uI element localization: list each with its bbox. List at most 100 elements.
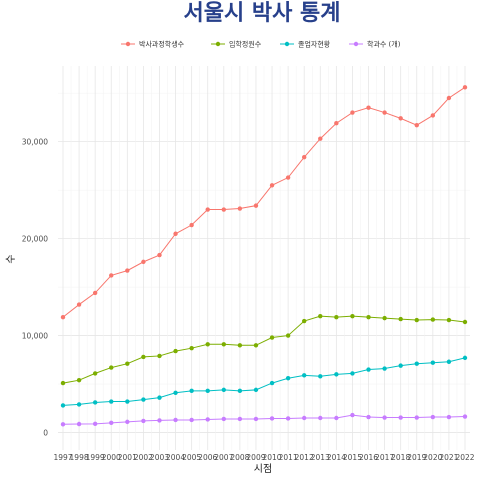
data-point xyxy=(205,207,210,212)
legend-item-3: 학과수 (개) xyxy=(349,40,401,49)
grid xyxy=(58,66,470,450)
data-point xyxy=(76,421,82,427)
y-tick-label: 10,000 xyxy=(22,332,48,341)
data-point xyxy=(285,333,291,338)
x-tick-label: 2018 xyxy=(391,453,410,462)
data-point xyxy=(446,414,452,420)
x-tick-label: 2005 xyxy=(182,453,201,462)
data-point xyxy=(189,417,194,423)
data-point xyxy=(269,335,275,340)
x-tick-label: 2015 xyxy=(343,453,362,462)
data-point xyxy=(125,361,130,366)
data-point xyxy=(221,416,226,422)
data-point xyxy=(269,183,275,188)
x-tick-label: 2000 xyxy=(102,453,121,462)
data-point xyxy=(269,380,275,386)
x-tick-label: 2019 xyxy=(407,453,426,462)
data-point xyxy=(125,268,130,273)
data-point xyxy=(109,365,114,370)
y-axis-title: 수 xyxy=(5,254,17,263)
data-point xyxy=(157,353,162,359)
x-tick-label: 2003 xyxy=(150,453,169,462)
data-point xyxy=(221,207,226,212)
data-point xyxy=(414,361,419,366)
x-tick-label: 2020 xyxy=(423,453,442,462)
data-point xyxy=(318,136,323,141)
data-point xyxy=(141,397,146,402)
data-point xyxy=(285,376,291,381)
series-layer xyxy=(60,85,468,427)
x-tick-label: 2008 xyxy=(230,453,249,462)
data-point xyxy=(382,315,387,321)
data-point xyxy=(141,418,146,424)
data-point xyxy=(462,85,468,90)
data-point xyxy=(109,399,114,404)
data-point xyxy=(318,313,323,319)
data-point xyxy=(125,419,130,425)
data-point xyxy=(60,403,66,408)
data-point xyxy=(253,343,259,348)
data-point xyxy=(318,415,323,421)
data-point xyxy=(446,95,452,101)
data-point xyxy=(205,417,210,422)
data-point xyxy=(366,314,371,320)
legend-swatch-dot xyxy=(215,41,221,47)
data-point xyxy=(334,415,339,421)
data-point xyxy=(318,374,323,379)
data-point xyxy=(189,345,194,351)
data-point xyxy=(125,399,130,404)
data-point xyxy=(237,388,243,394)
data-point xyxy=(430,360,436,365)
data-point xyxy=(334,372,339,377)
x-tick-label: 2012 xyxy=(295,453,314,462)
data-point xyxy=(189,222,194,228)
data-point xyxy=(430,317,436,322)
y-tick-label: 30,000 xyxy=(22,138,48,147)
data-point xyxy=(173,348,178,354)
data-point xyxy=(92,290,98,296)
x-tick-label: 2014 xyxy=(327,453,346,462)
x-tick-label: 2017 xyxy=(375,453,394,462)
data-point xyxy=(398,316,403,322)
data-point xyxy=(350,110,355,115)
x-tick-label: 2013 xyxy=(311,453,330,462)
data-point xyxy=(173,231,178,236)
data-point xyxy=(302,154,307,160)
data-point xyxy=(430,113,436,118)
data-point xyxy=(430,414,436,420)
x-tick-label: 2010 xyxy=(262,453,281,462)
data-point xyxy=(237,343,243,348)
y-tick-label: 20,000 xyxy=(22,235,48,244)
x-tick-label: 2021 xyxy=(439,453,458,462)
series-1 xyxy=(60,313,468,386)
series-line xyxy=(62,315,466,384)
data-point xyxy=(60,380,66,386)
data-point xyxy=(462,355,468,361)
data-point xyxy=(462,319,468,325)
legend-label: 박사과정학생수 xyxy=(139,40,185,49)
data-point xyxy=(157,252,162,258)
series-0 xyxy=(60,85,468,320)
legend-swatch-dot xyxy=(353,41,359,47)
y-tick-label: 0 xyxy=(43,429,48,438)
data-point xyxy=(398,363,403,368)
x-tick-label: 2002 xyxy=(134,453,153,462)
x-tick-label: 2011 xyxy=(279,453,298,462)
legend: 박사과정학생수 입학정원수 졸업자현황 학과수 (개) xyxy=(121,40,401,49)
series-2 xyxy=(60,355,468,408)
series-line xyxy=(62,357,466,406)
data-point xyxy=(414,122,419,128)
x-tick-label: 1998 xyxy=(70,453,89,462)
data-point xyxy=(253,387,259,393)
data-point xyxy=(446,317,452,323)
data-point xyxy=(350,412,355,418)
data-point xyxy=(205,388,210,394)
data-point xyxy=(237,206,243,211)
data-point xyxy=(446,359,452,364)
legend-item-2: 졸업자현황 xyxy=(280,40,331,49)
data-point xyxy=(302,318,307,324)
data-point xyxy=(92,400,98,405)
data-point xyxy=(109,420,114,426)
data-point xyxy=(253,416,259,422)
data-point xyxy=(76,377,82,383)
